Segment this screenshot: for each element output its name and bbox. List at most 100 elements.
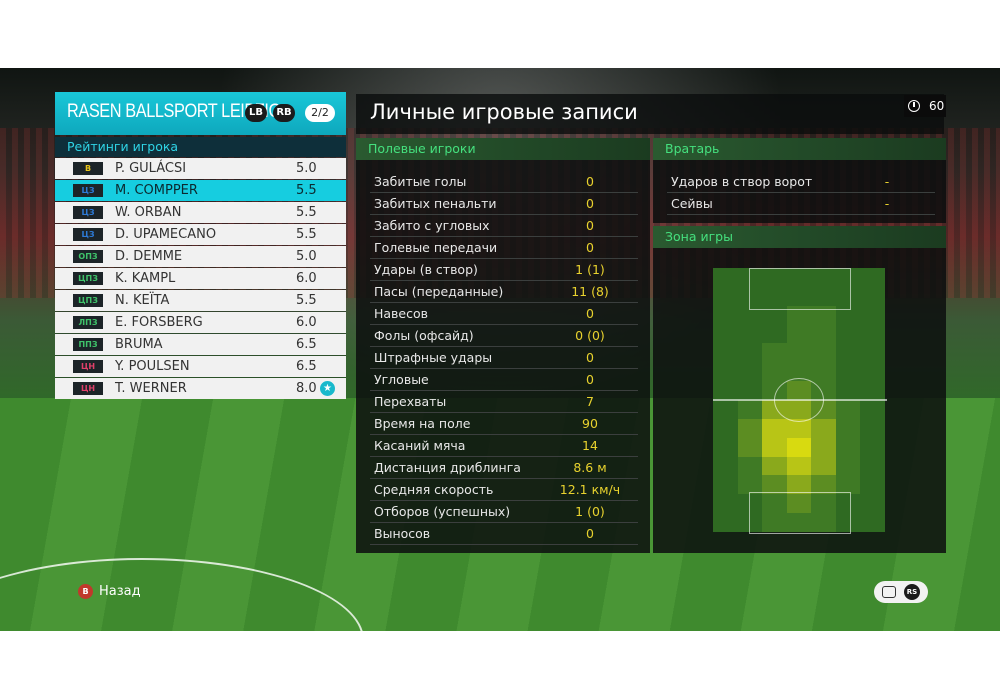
stat-label: Перехваты (374, 394, 447, 409)
heatmap-cell (713, 305, 738, 325)
heatmap-cell (835, 513, 861, 533)
heatmap-center-circle (774, 378, 824, 422)
stat-row: Перехваты 7 (370, 391, 638, 413)
man-of-the-match-star-icon: ★ (320, 381, 335, 396)
gk-stat-label: Ударов в створ ворот (671, 174, 813, 189)
stat-value: 0 (586, 174, 594, 189)
heatmap-cell (811, 324, 837, 344)
heatmap-cell (835, 456, 861, 476)
heatmap-cell (737, 456, 763, 476)
player-row[interactable]: ЦН Y. POULSEN 6.5 (55, 356, 346, 377)
heatmap-cell (762, 362, 788, 382)
player-row[interactable]: ЦЗ D. UPAMECANO 5.5 (55, 224, 346, 245)
heatmap-cell (713, 475, 738, 495)
heatmap-cell (737, 381, 763, 401)
heatmap-cell (737, 268, 763, 287)
heatmap-cell (860, 437, 886, 457)
heatmap-cell (786, 362, 812, 382)
field-players-stats: Забитые голы 0 Забитых пенальти 0 Забито с у… (370, 171, 638, 545)
position-badge: ЦЗ (73, 228, 103, 241)
player-name: Y. POULSEN (115, 359, 190, 374)
gk-stat-row: Сейвы - (667, 193, 935, 215)
stat-row: Отборов (успешных) 1 (0) (370, 501, 638, 523)
player-row[interactable]: ЦПЗ N. KEÏTA 5.5 (55, 290, 346, 311)
player-row[interactable]: ОПЗ D. DEMME 5.0 (55, 246, 346, 267)
heatmap-cell (762, 343, 788, 363)
page-title: Личные игровые записи (370, 100, 638, 124)
stat-row: Забитых пенальти 0 (370, 193, 638, 215)
position-badge: ЦЗ (73, 206, 103, 219)
heatmap-cell (786, 418, 812, 438)
heatmap-cell (860, 456, 886, 476)
player-row[interactable]: ЦЗ W. ORBAN 5.5 (55, 202, 346, 223)
lb-button-icon[interactable]: LB (245, 104, 267, 122)
heatmap-cell (713, 268, 738, 287)
clock-icon (908, 100, 920, 112)
player-rating: 6.5 (296, 359, 317, 374)
player-row[interactable]: ППЗ BRUMA 6.5 (55, 334, 346, 355)
gk-stat-row: Ударов в створ ворот - (667, 171, 935, 193)
player-rating: 5.0 (296, 161, 317, 176)
gk-stat-value: - (884, 196, 890, 211)
stat-value: 14 (582, 438, 598, 453)
stat-label: Удары (в створ) (374, 262, 478, 277)
heatmap-cell (860, 362, 886, 382)
stat-row: Фолы (офсайд) 0 (0) (370, 325, 638, 347)
heatmap-cell (762, 475, 788, 495)
heatmap-cell (835, 362, 861, 382)
back-button[interactable]: B Назад (78, 584, 141, 599)
position-badge: ЛПЗ (73, 316, 103, 329)
heatmap-cell (835, 305, 861, 325)
heatmap-cell (713, 494, 738, 514)
heatmap-cell (762, 268, 788, 287)
player-name: D. UPAMECANO (115, 227, 217, 242)
player-name: K. KAMPL (115, 271, 176, 286)
field-players-header: Полевые игроки (356, 138, 650, 160)
player-row[interactable]: ЦЗ M. COMPPER 5.5 (55, 180, 346, 201)
heatmap-cell (786, 305, 812, 325)
player-name: E. FORSBERG (115, 315, 203, 330)
position-badge: ЦН (73, 382, 103, 395)
stat-value: 11 (8) (571, 284, 609, 299)
team-panel: RASEN BALLSPORT LEIPZIG LB RB 2/2 Рейтин… (55, 92, 346, 399)
heatmap-cell (811, 286, 837, 306)
stat-value: 0 (586, 306, 594, 321)
stat-value: 90 (582, 416, 598, 431)
heatmap-cell (811, 456, 837, 476)
gk-stat-label: Сейвы (671, 196, 713, 211)
heatmap-cell (835, 400, 861, 419)
heatmap-cell (860, 268, 886, 287)
heatmap-cell (786, 475, 812, 495)
page-indicator: 2/2 (305, 104, 335, 122)
stat-row: Забитые голы 0 (370, 171, 638, 193)
heatmap-cell (762, 456, 788, 476)
player-name: P. GULÁCSI (115, 161, 187, 176)
stat-label: Забито с угловых (374, 218, 490, 233)
heatmap-cell (762, 418, 788, 438)
player-list: В P. GULÁCSI 5.0 ЦЗ M. COMPPER 5.5 ЦЗ W. ORBAN 5… (55, 158, 346, 400)
position-badge: ЦН (73, 360, 103, 373)
stat-label: Голевые передачи (374, 240, 498, 255)
heatmap-bottom-box (749, 492, 851, 534)
position-badge: ППЗ (73, 338, 103, 351)
heatmap-cell (713, 362, 738, 382)
rs-control[interactable]: RS (874, 581, 928, 603)
stat-value: 0 (586, 372, 594, 387)
rb-button-icon[interactable]: RB (273, 104, 295, 122)
player-row[interactable]: ЛПЗ E. FORSBERG 6.0 (55, 312, 346, 333)
zone-header: Зона игры (653, 226, 946, 248)
heatmap-cell (835, 268, 861, 287)
stat-value: 0 (586, 350, 594, 365)
b-button-icon: B (78, 584, 93, 599)
heatmap-cell (860, 400, 886, 419)
player-row[interactable]: ЦПЗ K. KAMPL 6.0 (55, 268, 346, 289)
player-row[interactable]: ЦН T. WERNER 8.0 ★ (55, 378, 346, 399)
player-row[interactable]: В P. GULÁCSI 5.0 (55, 158, 346, 179)
stat-value: 12.1 км/ч (559, 482, 621, 497)
timer: 60 (904, 95, 946, 117)
position-badge: ЦЗ (73, 184, 103, 197)
stat-label: Забитых пенальти (374, 196, 497, 211)
heatmap-cell (811, 475, 837, 495)
stat-row: Удары (в створ) 1 (1) (370, 259, 638, 281)
position-badge: ОПЗ (73, 250, 103, 263)
